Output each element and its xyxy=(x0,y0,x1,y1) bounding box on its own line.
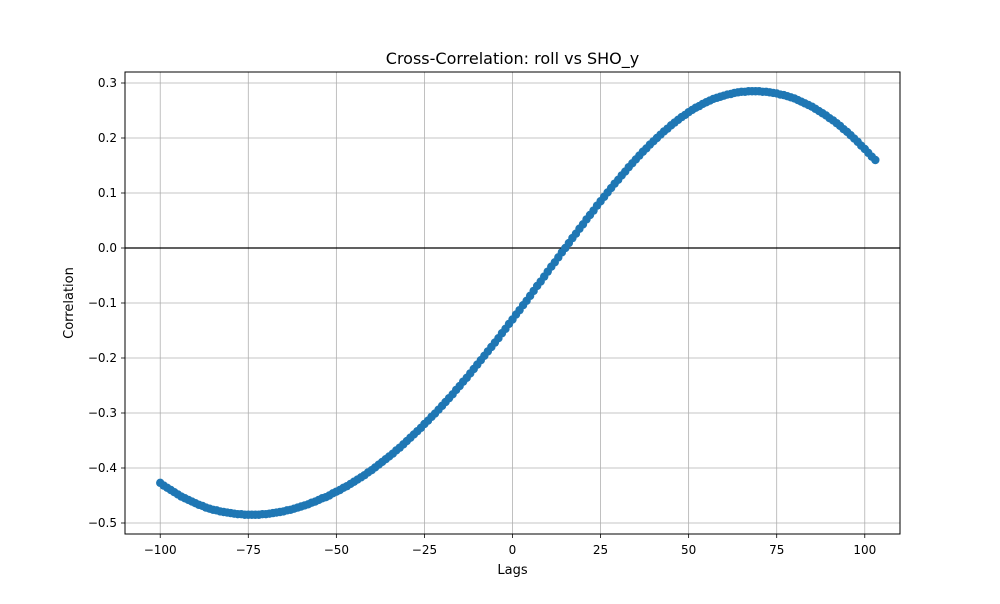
x-tick-label: −75 xyxy=(236,543,261,557)
y-tick-label: −0.4 xyxy=(88,461,117,475)
y-tick-label: −0.1 xyxy=(88,296,117,310)
x-tick-label: −25 xyxy=(412,543,437,557)
y-tick-label: 0.2 xyxy=(98,131,117,145)
x-axis: −100 −75 −50 −25 0 25 50 75 100 xyxy=(144,534,876,557)
x-tick-label: 75 xyxy=(769,543,784,557)
y-tick-label: −0.2 xyxy=(88,351,117,365)
y-tick-label: 0.0 xyxy=(98,241,117,255)
x-tick-label: 50 xyxy=(681,543,696,557)
y-axis-label: Correlation xyxy=(62,267,77,339)
x-tick-label: 100 xyxy=(853,543,876,557)
grid-layer xyxy=(125,72,900,534)
y-tick-label: −0.5 xyxy=(88,516,117,530)
chart-title: Cross-Correlation: roll vs SHO_y xyxy=(386,49,639,69)
y-axis: −0.5 −0.4 −0.3 −0.2 −0.1 0.0 0.1 0.2 0.3 xyxy=(88,76,125,530)
x-tick-label: 25 xyxy=(593,543,608,557)
y-tick-label: 0.1 xyxy=(98,186,117,200)
y-tick-label: 0.3 xyxy=(98,76,117,90)
x-tick-label: 0 xyxy=(509,543,517,557)
data-point xyxy=(871,155,880,165)
data-points-layer xyxy=(156,87,880,519)
y-tick-label: −0.3 xyxy=(88,406,117,420)
x-tick-label: −50 xyxy=(324,543,349,557)
x-axis-label: Lags xyxy=(497,563,527,578)
x-tick-label: −100 xyxy=(144,543,177,557)
